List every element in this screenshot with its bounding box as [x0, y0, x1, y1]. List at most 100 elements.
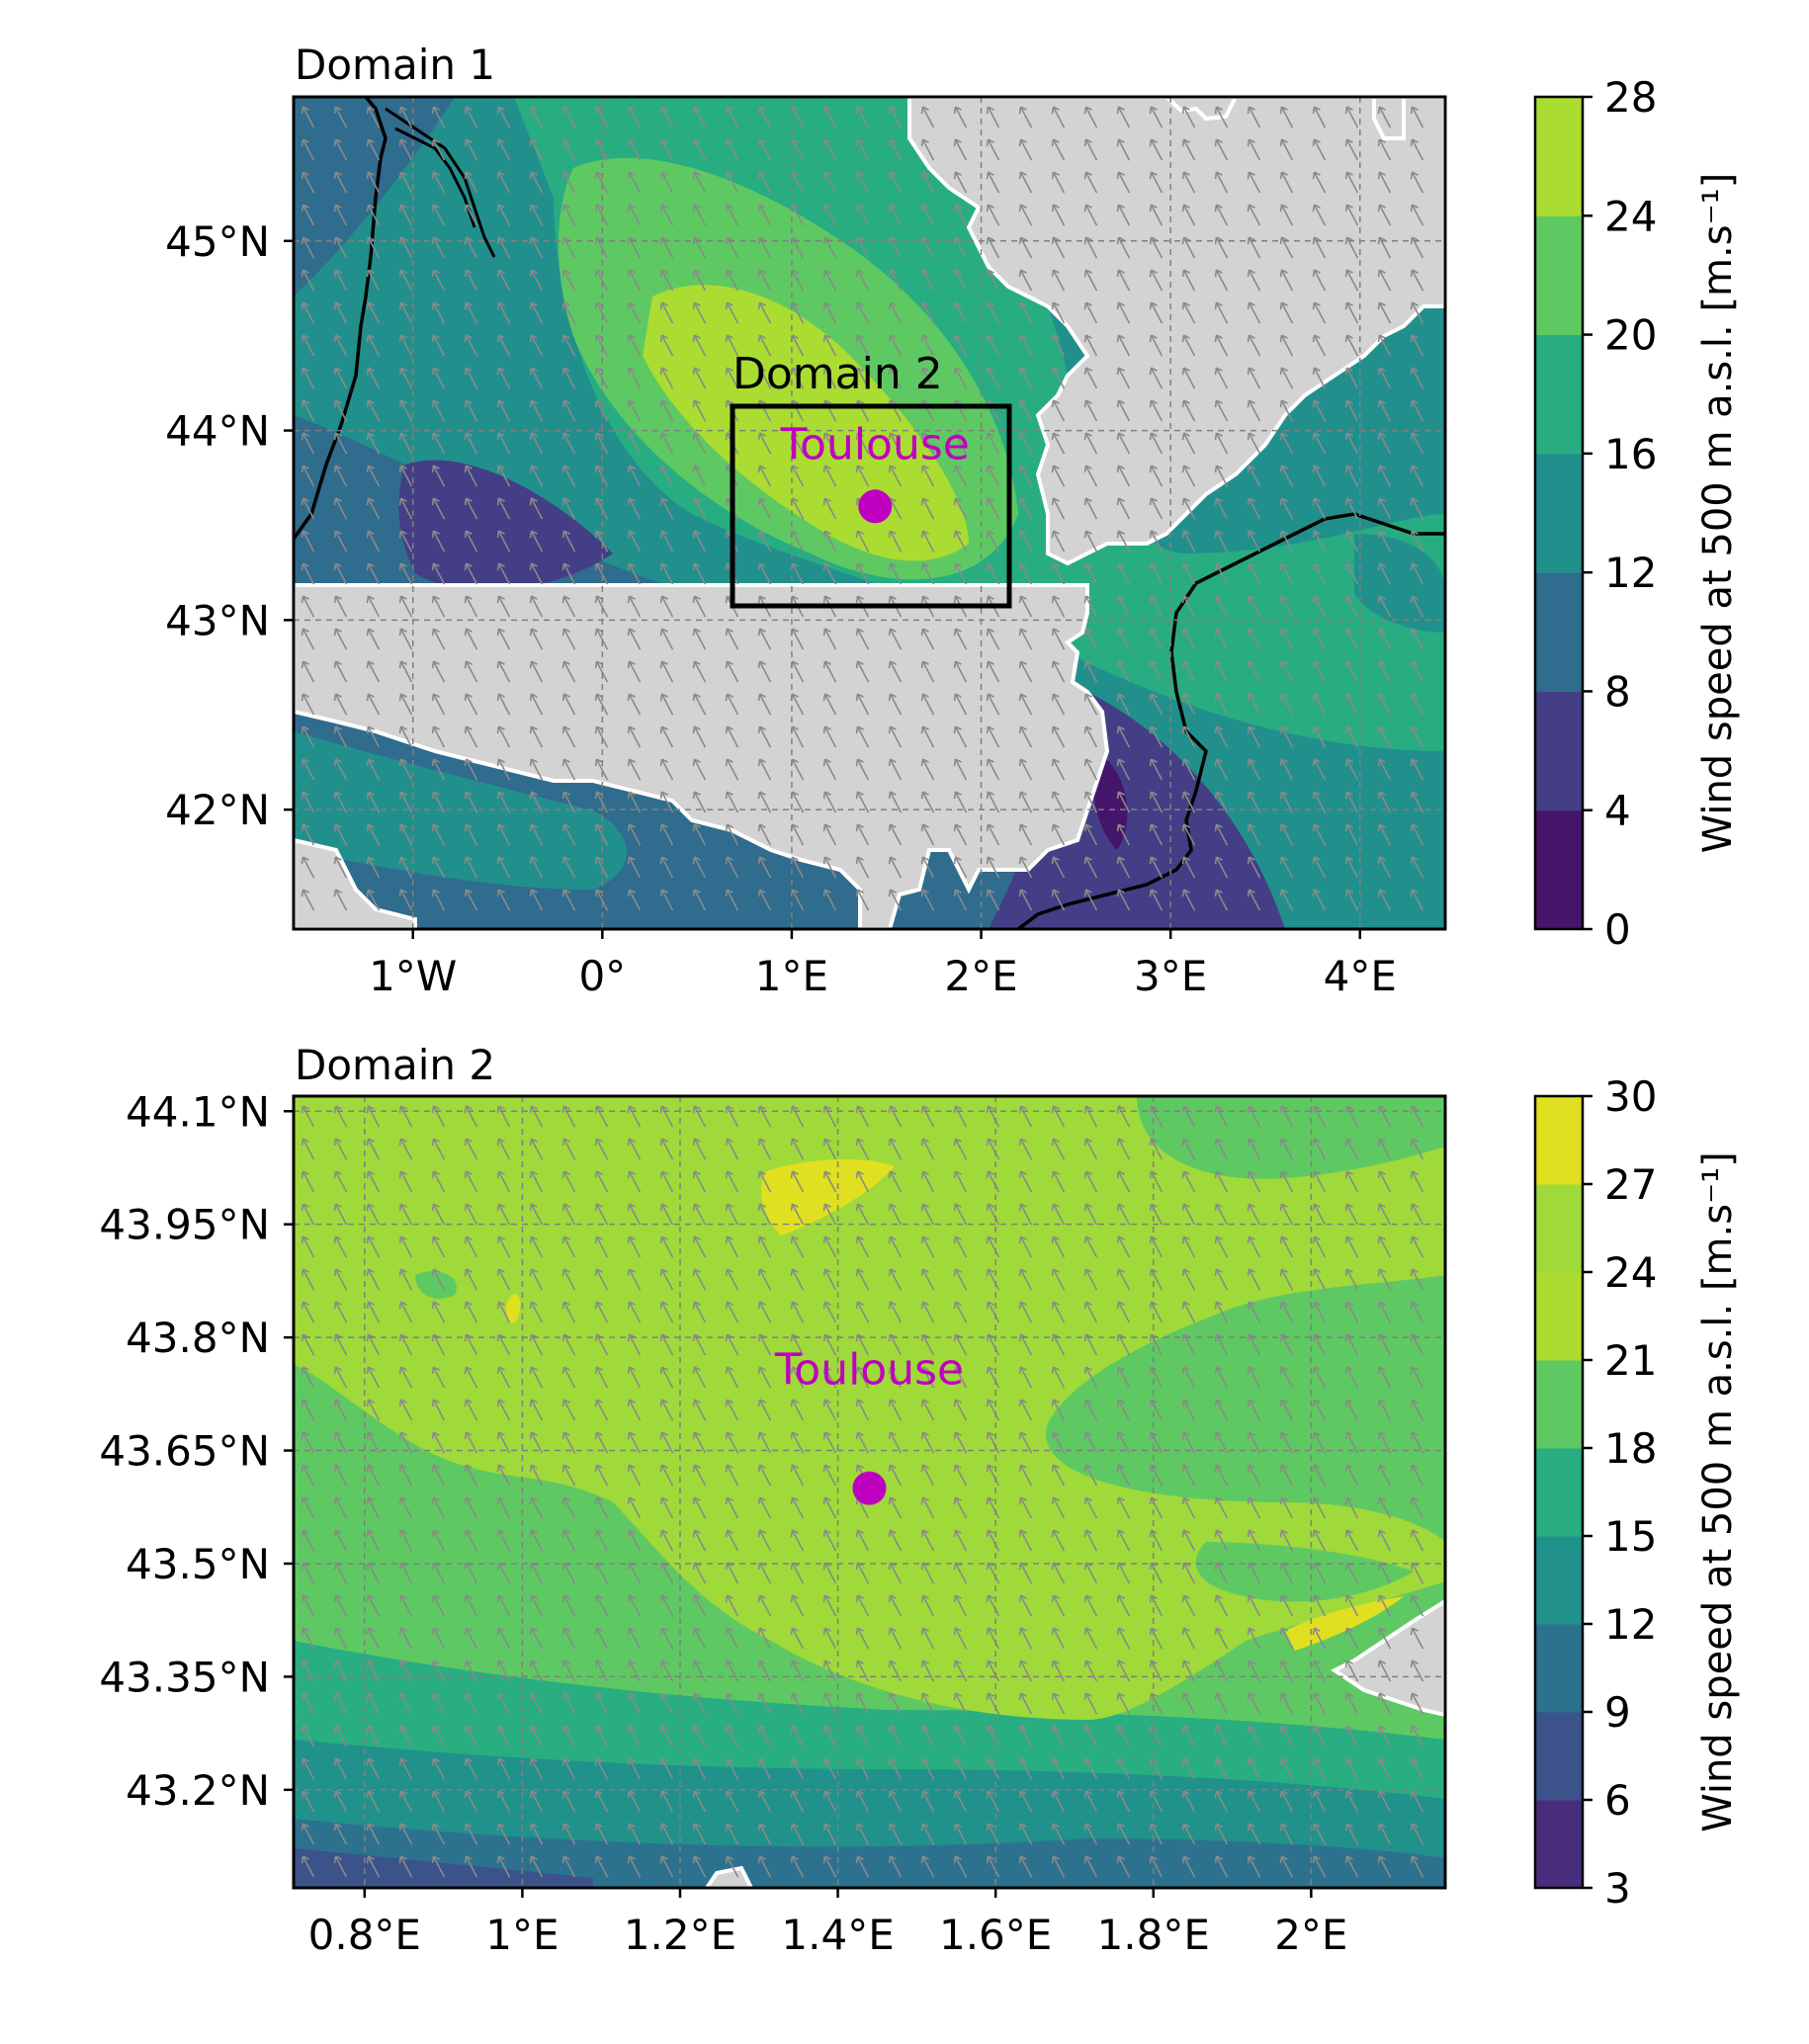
wind-arrow [1116, 269, 1131, 292]
wind-arrow [725, 1399, 739, 1421]
wind-arrow [398, 1855, 413, 1878]
colorbar-segment-3 [1535, 453, 1583, 573]
wind-arrow [1214, 725, 1229, 748]
wind-arrow [496, 1464, 511, 1487]
wind-arrow [333, 628, 348, 650]
wind-arrow [529, 465, 544, 487]
wind-arrow [953, 106, 968, 128]
wind-arrow [920, 562, 935, 585]
wind-arrow [529, 1757, 544, 1780]
wind-arrow [431, 367, 446, 389]
wind-arrow [464, 595, 478, 618]
wind-arrow [1279, 628, 1294, 650]
wind-arrow [822, 1823, 837, 1845]
wind-arrow [496, 465, 511, 487]
wind-arrow [659, 1529, 674, 1552]
wind-arrow [1116, 301, 1131, 324]
wind-arrow [757, 1757, 772, 1780]
wind-arrow [529, 758, 544, 781]
wind-arrow [953, 334, 968, 357]
wind-arrow [464, 367, 478, 389]
wind-arrow [790, 1725, 805, 1747]
wind-arrow [301, 791, 315, 813]
panel-domain-1: Domain 1 [165, 41, 1741, 1000]
wind-arrow [594, 1105, 609, 1128]
wind-arrow [692, 889, 707, 911]
wind-arrow [1312, 660, 1327, 683]
wind-arrow [496, 1725, 511, 1747]
wind-arrow [855, 660, 870, 683]
wind-arrow [1344, 1399, 1359, 1421]
wind-arrow [431, 1105, 446, 1128]
wind-arrow [366, 1529, 381, 1552]
wind-arrow [1181, 367, 1196, 389]
wind-arrow [790, 1594, 805, 1617]
wind-arrow [333, 693, 348, 716]
wind-arrow [1181, 1235, 1196, 1258]
wind-arrow [1279, 1268, 1294, 1291]
wind-arrow [757, 367, 772, 389]
wind-arrow [398, 465, 413, 487]
wind-arrow [1051, 1692, 1066, 1715]
colorbar-segment-1 [1535, 1712, 1583, 1801]
wind-arrow [659, 106, 674, 128]
wind-arrow [757, 530, 772, 553]
wind-arrow [1410, 497, 1424, 520]
wind-arrow [464, 660, 478, 683]
wind-arrow [431, 301, 446, 324]
colorbar-tick-label-5: 18 [1604, 1424, 1657, 1473]
wind-arrow [496, 660, 511, 683]
wind-arrow [1181, 1105, 1196, 1128]
wind-arrow [855, 138, 870, 161]
wind-arrow [1018, 562, 1033, 585]
wind-arrow [594, 1138, 609, 1160]
wind-arrow [659, 1366, 674, 1389]
wind-arrow [855, 301, 870, 324]
wind-arrow [496, 693, 511, 716]
contour-band-1g [989, 692, 1285, 929]
wind-arrow [659, 530, 674, 553]
wind-arrow [692, 1855, 707, 1878]
wind-arrow [627, 1235, 642, 1258]
wind-arrow [529, 1627, 544, 1650]
wind-arrow [627, 465, 642, 487]
wind-arrow [333, 497, 348, 520]
wind-arrow [790, 1105, 805, 1128]
x-tick-label-1: 0° [578, 952, 626, 1000]
wind-arrow [366, 334, 381, 357]
wind-arrow [398, 530, 413, 553]
wind-arrow [398, 106, 413, 128]
wind-arrow [431, 725, 446, 748]
wind-arrow [1344, 432, 1359, 455]
wind-arrow [1116, 1301, 1131, 1323]
wind-arrow [1344, 1823, 1359, 1845]
wind-arrow [529, 1301, 544, 1323]
wind-arrow [986, 1138, 1000, 1160]
wind-arrow [1377, 1268, 1392, 1291]
wind-arrow [627, 1203, 642, 1226]
wind-arrow [692, 758, 707, 781]
wind-arrow [1051, 1366, 1066, 1389]
wind-arrow [1377, 171, 1392, 194]
wind-arrow [888, 725, 903, 748]
wind-arrow [659, 1790, 674, 1813]
wind-arrow [594, 432, 609, 455]
wind-arrow [757, 1725, 772, 1747]
wind-arrow [1018, 791, 1033, 813]
wind-arrow [529, 693, 544, 716]
wind-arrow [953, 889, 968, 911]
wind-arrow [627, 1823, 642, 1845]
wind-arrow [920, 1692, 935, 1715]
wind-arrow [1410, 1529, 1424, 1552]
wind-arrow [1377, 1170, 1392, 1193]
wind-arrow [1410, 334, 1424, 357]
wind-arrow [659, 1855, 674, 1878]
colorbar-segment-0 [1535, 809, 1583, 930]
wind-arrow [529, 399, 544, 422]
wind-arrow [1083, 1790, 1098, 1813]
wind-arrow [464, 1757, 478, 1780]
wind-arrow [1312, 1268, 1327, 1291]
wind-arrow [790, 1366, 805, 1389]
wind-arrow [496, 399, 511, 422]
